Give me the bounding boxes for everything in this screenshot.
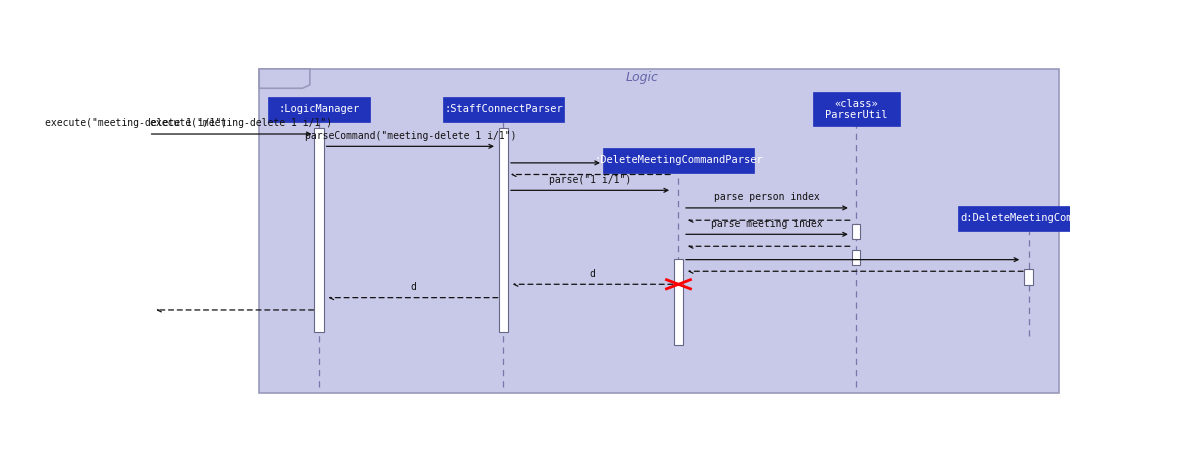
Text: :LogicManager: :LogicManager: [278, 104, 360, 114]
FancyBboxPatch shape: [603, 148, 754, 173]
Text: d: d: [590, 269, 596, 279]
Text: :StaffConnectParser: :StaffConnectParser: [443, 104, 562, 114]
Text: parse person index: parse person index: [715, 192, 819, 202]
FancyBboxPatch shape: [268, 97, 370, 122]
FancyBboxPatch shape: [957, 206, 1100, 231]
Bar: [259, 69, 1059, 393]
Bar: [853, 250, 861, 265]
Text: parse("1 i/1"): parse("1 i/1"): [549, 175, 631, 185]
Text: parseCommand("meeting-delete 1 i/1"): parseCommand("meeting-delete 1 i/1"): [304, 131, 516, 141]
Text: execute("meeting-delete 1 i/1"): execute("meeting-delete 1 i/1"): [151, 118, 333, 128]
Bar: [674, 259, 682, 345]
Text: execute("meeting-delete 1 i/1"): execute("meeting-delete 1 i/1"): [45, 118, 227, 128]
Bar: [314, 128, 323, 332]
FancyBboxPatch shape: [813, 92, 900, 126]
Bar: [1025, 270, 1033, 285]
FancyBboxPatch shape: [443, 97, 564, 122]
Text: parse meeting index: parse meeting index: [711, 218, 823, 228]
Polygon shape: [259, 69, 310, 88]
Bar: [853, 224, 861, 239]
Bar: [499, 128, 508, 332]
Text: Logic: Logic: [625, 71, 658, 84]
Text: d: d: [410, 282, 416, 292]
Text: «class»
ParserUtil: «class» ParserUtil: [825, 99, 887, 120]
Text: :DeleteMeetingCommandParser: :DeleteMeetingCommandParser: [594, 155, 763, 165]
Text: d:DeleteMeetingCommand: d:DeleteMeetingCommand: [960, 213, 1097, 223]
